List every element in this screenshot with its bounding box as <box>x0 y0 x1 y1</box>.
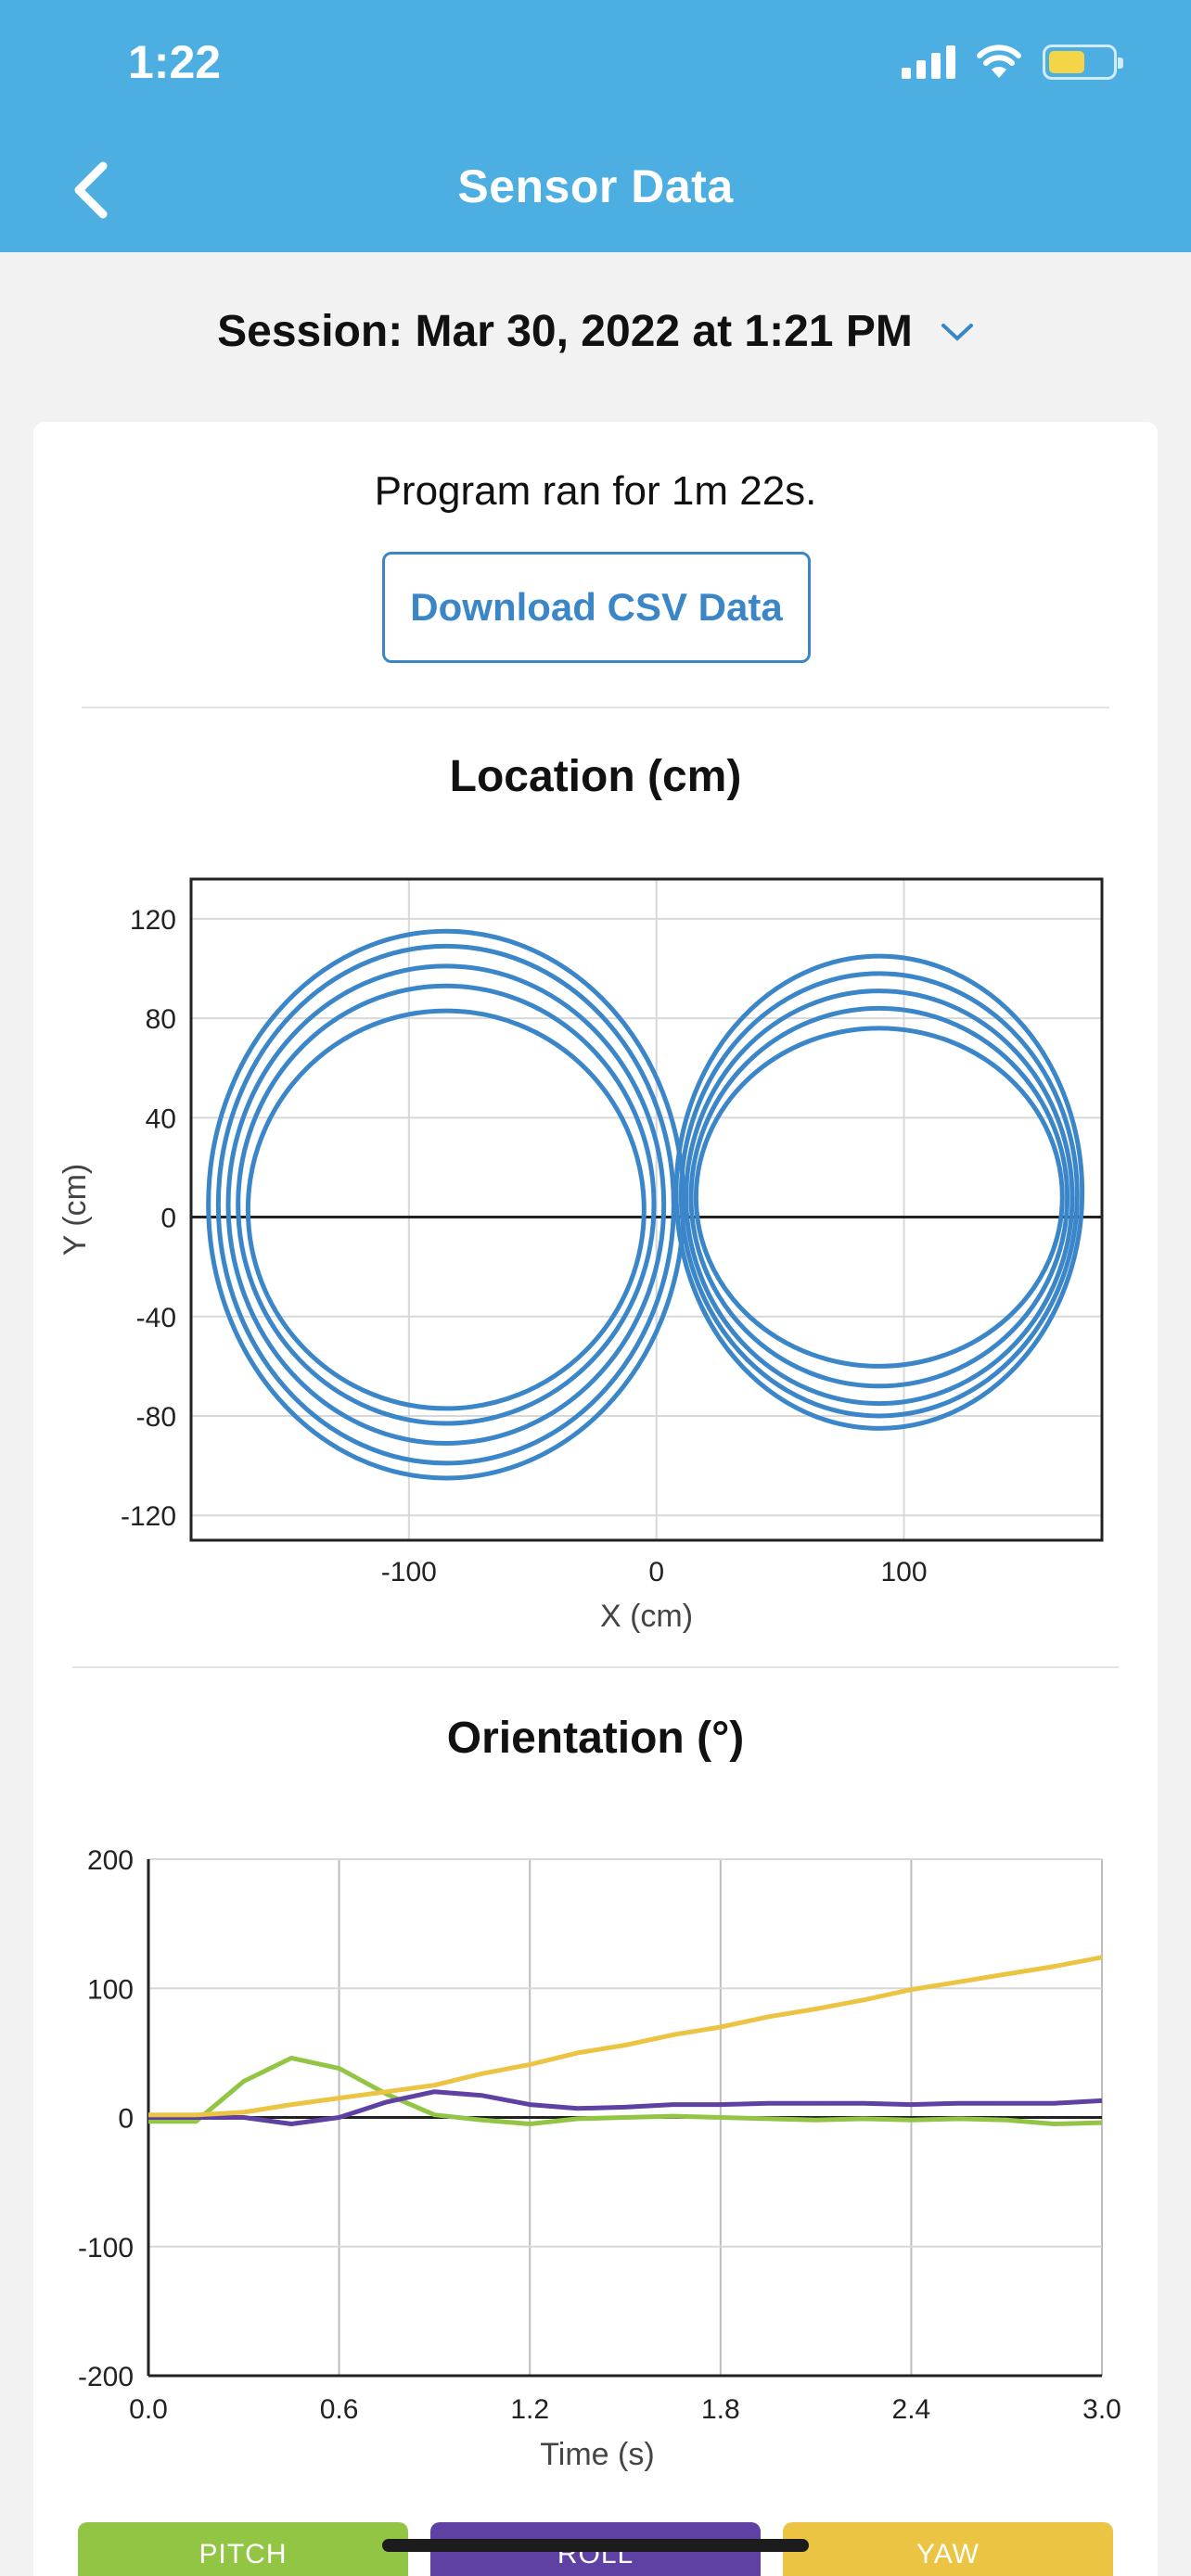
location-path-loop <box>206 928 686 1481</box>
location-path-loop <box>693 1026 1065 1369</box>
location-path-loop <box>688 1005 1070 1389</box>
chevron-down-icon <box>941 323 973 341</box>
y-tick-label: -200 <box>78 2362 134 2392</box>
legend-pitch[interactable]: PITCH <box>78 2522 408 2576</box>
series-line-pitch <box>148 2055 1103 2126</box>
y-tick-label: 120 <box>130 905 176 936</box>
location-path-loop <box>684 988 1075 1407</box>
x-tick-label: 100 <box>880 1557 927 1588</box>
sensor-card: Program ran for 1m 22s. Download CSV Dat… <box>33 422 1158 2576</box>
orientation-chart: 0.0 0.6 1.2 1.8 2.4 3.0 200 100 0 -100 -200 Time (s… <box>78 1845 1121 2472</box>
x-tick-label: 1.2 <box>510 2394 549 2425</box>
chevron-left-icon <box>74 161 108 219</box>
x-tick-label: 2.4 <box>892 2394 931 2425</box>
y-tick-label: 0 <box>118 2104 134 2135</box>
status-icons <box>902 45 1123 80</box>
legend-yaw[interactable]: YAW <box>783 2522 1113 2576</box>
location-path-loop <box>236 983 657 1426</box>
session-selector[interactable]: Session: Mar 30, 2022 at 1:21 PM <box>0 306 1191 357</box>
series-line-roll <box>148 2089 1103 2126</box>
y-tick-label: 0 <box>160 1204 176 1234</box>
location-chart: -100 0 100 120 80 40 0 -40 -80 -120 X (cm) Y (cm) <box>58 877 1104 1634</box>
x-tick-label: 0 <box>648 1557 664 1588</box>
x-tick-label: -100 <box>381 1557 437 1588</box>
divider <box>72 1666 1119 1668</box>
x-tick-label: 1.8 <box>701 2394 740 2425</box>
battery-icon <box>1043 45 1123 80</box>
location-path-loop <box>245 1008 647 1411</box>
wifi-icon <box>977 45 1021 78</box>
y-tick-label: -100 <box>78 2233 134 2264</box>
x-axis-label: X (cm) <box>600 1599 693 1634</box>
location-path-loop <box>678 971 1080 1419</box>
session-label: Session: Mar 30, 2022 at 1:21 PM <box>217 307 913 356</box>
x-tick-label: 0.0 <box>129 2394 168 2425</box>
back-button[interactable] <box>58 158 122 223</box>
page-title: Sensor Data <box>457 160 734 212</box>
y-tick-label: -80 <box>136 1402 176 1433</box>
y-tick-label: -40 <box>136 1303 176 1333</box>
y-tick-label: 40 <box>146 1103 176 1134</box>
orientation-chart-title: Orientation (°) <box>446 1714 745 1763</box>
y-tick-label: -120 <box>121 1501 176 1532</box>
location-path-loop <box>673 953 1085 1431</box>
status-time: 1:22 <box>128 36 222 88</box>
x-tick-label: 0.6 <box>320 2394 359 2425</box>
y-tick-label: 80 <box>146 1004 176 1035</box>
x-tick-label: 3.0 <box>1082 2394 1121 2425</box>
program-duration-text: Program ran for 1m 22s. <box>374 468 817 514</box>
app-header: 1:22 Sensor Data <box>0 0 1191 252</box>
y-tick-label: 100 <box>87 1974 134 2005</box>
series-line-yaw <box>148 1955 1103 2118</box>
download-csv-button[interactable]: Download CSV Data <box>382 552 811 663</box>
divider <box>82 707 1109 708</box>
y-tick-label: 200 <box>87 1845 134 1876</box>
location-path-loop <box>225 963 667 1446</box>
home-indicator <box>382 2539 809 2552</box>
x-axis-label: Time (s) <box>540 2437 654 2472</box>
plot-frame <box>189 877 1104 1542</box>
location-chart-title: Location (cm) <box>449 752 742 801</box>
cellular-signal-icon <box>902 45 955 79</box>
location-path-loop <box>215 943 676 1466</box>
y-axis-label: Y (cm) <box>58 1164 93 1256</box>
